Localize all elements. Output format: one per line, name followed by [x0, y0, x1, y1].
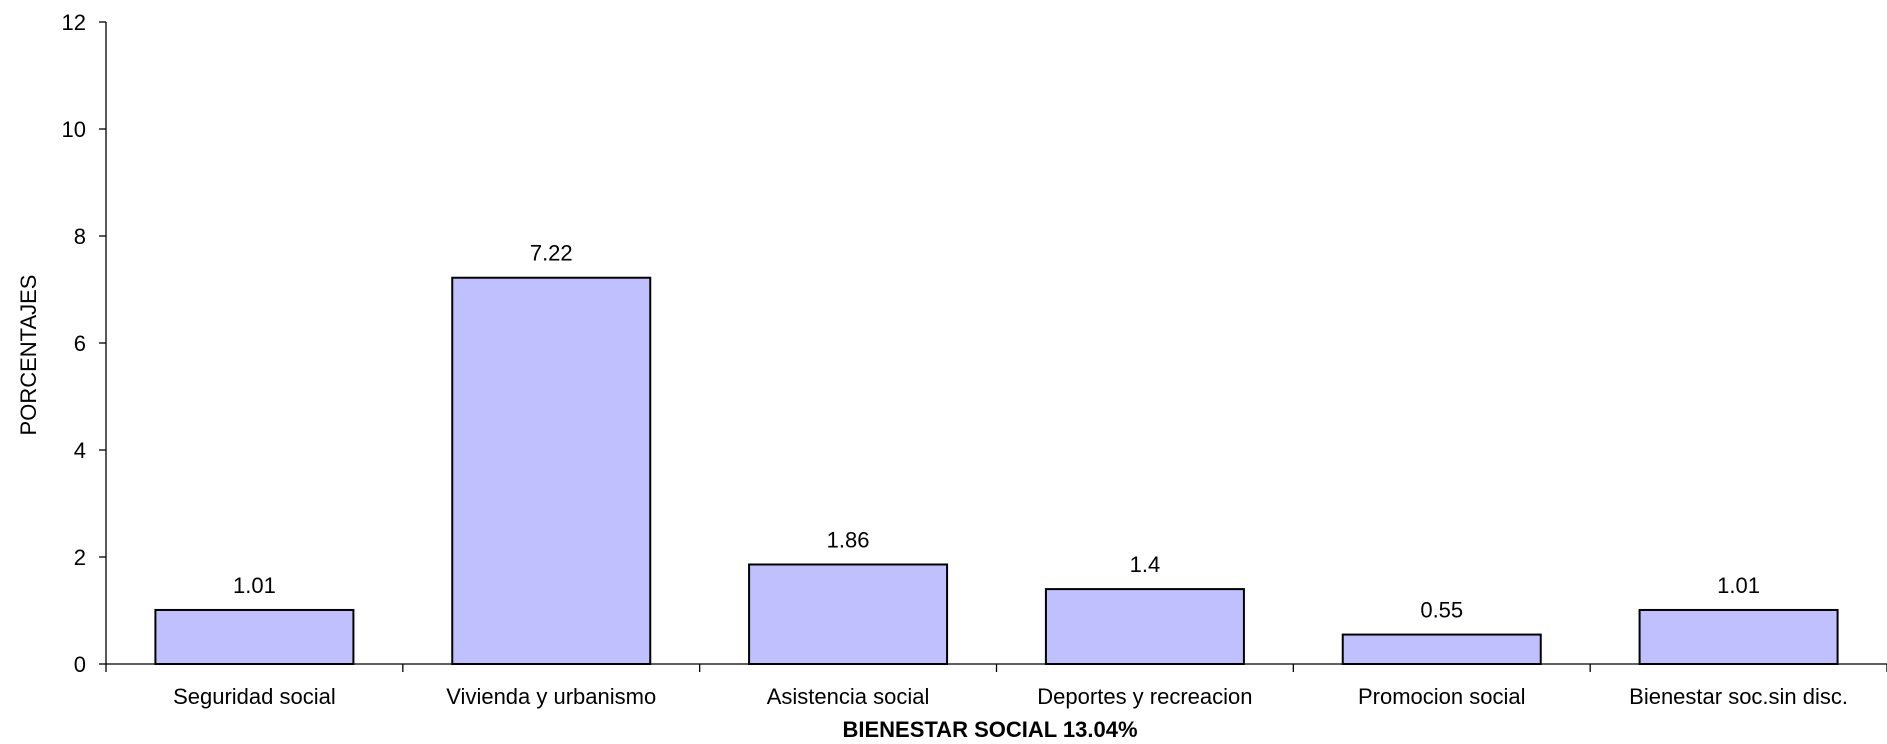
data-label: 1.86 — [827, 527, 870, 552]
y-axis-title: PORCENTAJES — [16, 275, 41, 436]
y-tick-label: 12 — [62, 10, 86, 35]
y-axis: 0 2 4 6 8 10 12 — [62, 10, 107, 677]
bar — [1341, 633, 1542, 666]
x-tick-label: Vivienda y urbanismo — [446, 684, 656, 709]
y-tick-label: 6 — [74, 331, 86, 356]
y-tick-label: 2 — [74, 545, 86, 570]
data-label: 1.01 — [233, 573, 276, 598]
x-tick-label: Promocion social — [1358, 684, 1526, 709]
y-tick-label: 0 — [74, 652, 86, 677]
data-label: 0.55 — [1420, 598, 1463, 623]
data-labels: 1.01 7.22 1.86 1.4 0.55 1.01 — [233, 241, 1760, 623]
x-tick-label: Asistencia social — [767, 684, 930, 709]
bar — [1638, 608, 1839, 666]
x-axis: Seguridad social Vivienda y urbanismo Asis… — [105, 663, 1887, 709]
x-axis-title: BIENESTAR SOCIAL 13.04% — [842, 717, 1137, 742]
x-tick-label: Bienestar soc.sin disc. — [1629, 684, 1848, 709]
bar — [451, 276, 652, 665]
data-label: 1.4 — [1130, 552, 1161, 577]
y-tick-label: 8 — [74, 224, 86, 249]
y-tick-label: 10 — [62, 117, 86, 142]
bar — [154, 608, 355, 666]
bar — [1044, 588, 1245, 665]
data-label: 7.22 — [530, 241, 573, 266]
y-tick-label: 4 — [74, 438, 86, 463]
x-tick-label: Seguridad social — [173, 684, 336, 709]
data-label: 1.01 — [1717, 573, 1760, 598]
x-tick-label: Deportes y recreacion — [1037, 684, 1252, 709]
bars — [154, 276, 1839, 666]
bar — [748, 563, 949, 665]
